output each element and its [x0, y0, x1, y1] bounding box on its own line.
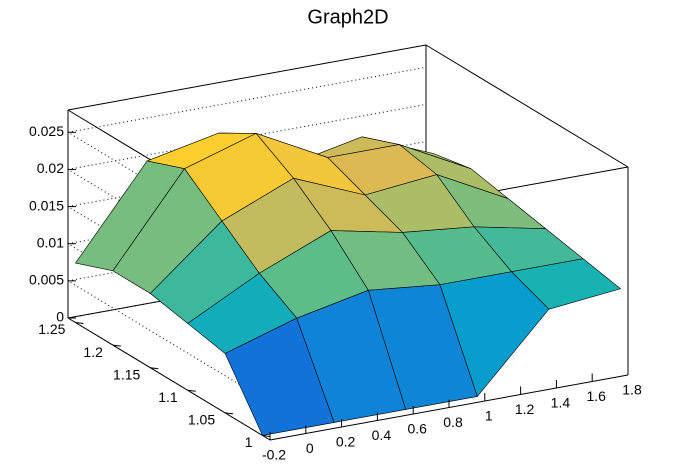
z-tick-label: 0.015: [29, 197, 64, 213]
y-tick: [75, 322, 84, 325]
x-tick-label: 0: [306, 440, 314, 456]
y-tick-label: 1: [245, 434, 253, 450]
y-tick-label: 1.25: [38, 321, 65, 337]
z-tick-label: 0: [56, 309, 64, 325]
x-tick-label: 1.4: [551, 395, 571, 411]
x-tick-label: 0.4: [372, 427, 392, 443]
z-tick-label: 0.025: [29, 123, 64, 139]
y-tick: [150, 367, 159, 370]
x-tick-label: 0.2: [336, 434, 356, 450]
x-tick-label: 1.6: [586, 388, 606, 404]
y-tick: [187, 389, 196, 392]
x-tick-label: 1: [485, 408, 493, 424]
chart-title: Graph2D: [307, 6, 388, 28]
x-tick-label: 0.8: [443, 414, 463, 430]
box-edge: [67, 44, 427, 111]
x-tick-label: 1.8: [622, 382, 642, 398]
y-tick-label: 1.1: [158, 389, 178, 405]
surface-cell: [224, 317, 335, 436]
z-tick-label: 0.01: [37, 234, 64, 250]
y-tick: [112, 344, 121, 347]
y-tick-label: 1.05: [188, 412, 215, 428]
y-tick: [225, 412, 234, 415]
box-edge: [425, 44, 629, 168]
y-tick: [262, 434, 271, 437]
y-tick-label: 1.15: [113, 366, 140, 382]
x-tick-label: 0.6: [407, 421, 427, 437]
z-tick-label: 0.005: [29, 272, 64, 288]
y-axis: [67, 317, 271, 441]
x-tick-label: -0.2: [262, 447, 286, 463]
x-tick-label: 1.2: [515, 401, 535, 417]
y-tick-label: 1.2: [83, 344, 103, 360]
z-tick-label: 0.02: [37, 160, 64, 176]
